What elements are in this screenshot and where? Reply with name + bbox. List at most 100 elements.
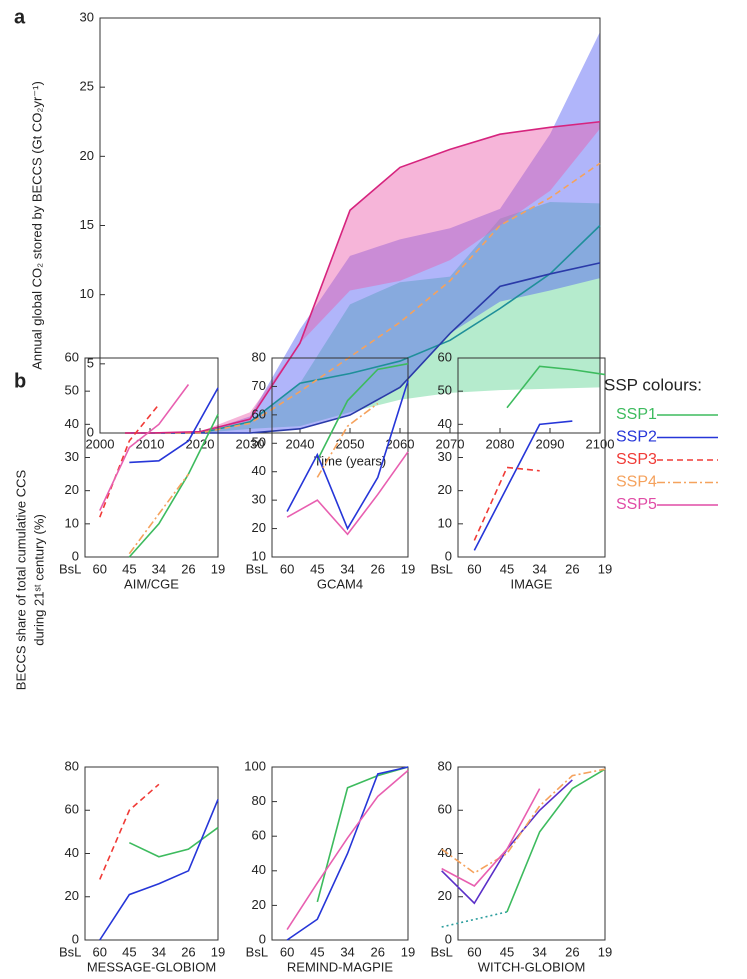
y-tick-label: 80 <box>252 793 266 808</box>
x-tick-label: BsL <box>430 561 452 576</box>
x-tick-label: 2050 <box>336 436 365 451</box>
x-tick-label: 34 <box>340 561 354 576</box>
y-tick-label: 40 <box>438 845 452 860</box>
y-tick-label: 40 <box>252 463 266 478</box>
x-tick-label: 60 <box>467 944 481 959</box>
panel-label: b <box>14 370 26 392</box>
x-tick-label: 34 <box>532 561 546 576</box>
y-tick-label: 20 <box>438 888 452 903</box>
y-tick-label: 20 <box>252 520 266 535</box>
series-line <box>316 766 409 903</box>
series-line <box>128 414 219 558</box>
y-tick-label: 15 <box>80 217 94 232</box>
x-tick-label: 34 <box>340 944 354 959</box>
range-band <box>125 31 600 433</box>
x-tick-label: BsL <box>246 561 268 576</box>
x-tick-label: 2070 <box>436 436 465 451</box>
x-axis-label: IMAGE <box>511 576 553 591</box>
legend-title: SSP colours: <box>604 375 702 394</box>
x-axis-label: MESSAGE-GLOBIOM <box>87 959 216 974</box>
series-line <box>125 262 601 434</box>
x-tick-label: 26 <box>565 944 579 959</box>
y-tick-label: 40 <box>252 862 266 877</box>
series-line <box>128 473 190 555</box>
y-tick-label: 60 <box>438 349 452 364</box>
x-tick-label: 2030 <box>236 436 265 451</box>
range-band <box>125 201 600 433</box>
series-line <box>99 403 160 518</box>
legend-label: SSP2 <box>616 429 657 446</box>
y-axis-label: Annual global CO₂ stored by BECCS (Gt CO… <box>29 81 44 370</box>
series-line <box>286 766 409 941</box>
x-tick-label: 45 <box>122 561 136 576</box>
x-tick-label: 2010 <box>136 436 165 451</box>
legend-label: SSP4 <box>616 474 657 491</box>
plot-frame <box>84 357 219 558</box>
y-tick-label: 0 <box>445 548 452 563</box>
series-line <box>441 788 541 887</box>
series-line <box>316 362 409 461</box>
x-tick-label: 2060 <box>386 436 415 451</box>
y-tick-label: 10 <box>65 515 79 530</box>
y-tick-label: 60 <box>65 349 79 364</box>
x-axis-label: WITCH-GLOBIOM <box>478 959 586 974</box>
y-tick-label: 60 <box>252 828 266 843</box>
y-tick-label: 40 <box>438 416 452 431</box>
series-line <box>441 768 606 874</box>
x-tick-label: 60 <box>280 944 294 959</box>
x-tick-label: 2090 <box>536 436 565 451</box>
x-tick-label: 19 <box>598 944 612 959</box>
y-tick-label: 20 <box>438 482 452 497</box>
x-tick-label: 60 <box>467 561 481 576</box>
y-tick-label: 0 <box>72 548 79 563</box>
x-tick-label: 19 <box>211 561 225 576</box>
x-tick-label: 2000 <box>86 436 115 451</box>
x-tick-label: 45 <box>310 944 324 959</box>
x-tick-label: 2020 <box>186 436 215 451</box>
y-tick-label: 80 <box>65 758 79 773</box>
x-tick-label: 26 <box>181 561 195 576</box>
y-tick-label: 60 <box>252 406 266 421</box>
y-tick-label: 80 <box>438 758 452 773</box>
y-tick-label: 0 <box>87 424 94 439</box>
series-line <box>129 387 219 464</box>
x-tick-label: 45 <box>500 944 514 959</box>
y-tick-label: 30 <box>438 449 452 464</box>
legend-label: SSP5 <box>616 496 657 513</box>
x-axis-label: GCAM4 <box>317 576 363 591</box>
series-line <box>506 365 606 409</box>
y-tick-label: 30 <box>80 9 94 24</box>
x-tick-label: 26 <box>181 944 195 959</box>
y-axis-label: during 21ˢᵗ century (%) <box>31 514 46 646</box>
x-tick-label: 45 <box>500 561 514 576</box>
y-tick-label: 50 <box>438 383 452 398</box>
series-line <box>125 120 601 434</box>
y-tick-label: 20 <box>252 897 266 912</box>
series-line <box>441 911 508 928</box>
y-tick-label: 100 <box>244 758 266 773</box>
series-line <box>128 826 219 858</box>
series-line <box>286 769 409 931</box>
series-line <box>316 402 379 478</box>
range-band <box>125 121 600 433</box>
x-tick-label: 19 <box>401 561 415 576</box>
plot-frame <box>271 766 409 941</box>
y-tick-label: 80 <box>252 349 266 364</box>
x-axis-label: AIM/CGE <box>124 576 179 591</box>
y-tick-label: 70 <box>252 378 266 393</box>
x-tick-label: 34 <box>152 944 166 959</box>
series-line <box>506 768 606 913</box>
y-tick-label: 60 <box>438 802 452 817</box>
legend-label: SSP1 <box>616 406 657 423</box>
x-tick-label: BsL <box>59 561 81 576</box>
y-tick-label: 20 <box>65 482 79 497</box>
x-tick-label: 2100 <box>586 436 615 451</box>
y-tick-label: 10 <box>80 286 94 301</box>
x-tick-label: 60 <box>93 561 107 576</box>
y-tick-label: 40 <box>65 845 79 860</box>
x-tick-label: BsL <box>246 944 268 959</box>
series-line <box>441 779 573 905</box>
x-tick-label: 60 <box>93 944 107 959</box>
y-tick-label: 0 <box>259 931 266 946</box>
